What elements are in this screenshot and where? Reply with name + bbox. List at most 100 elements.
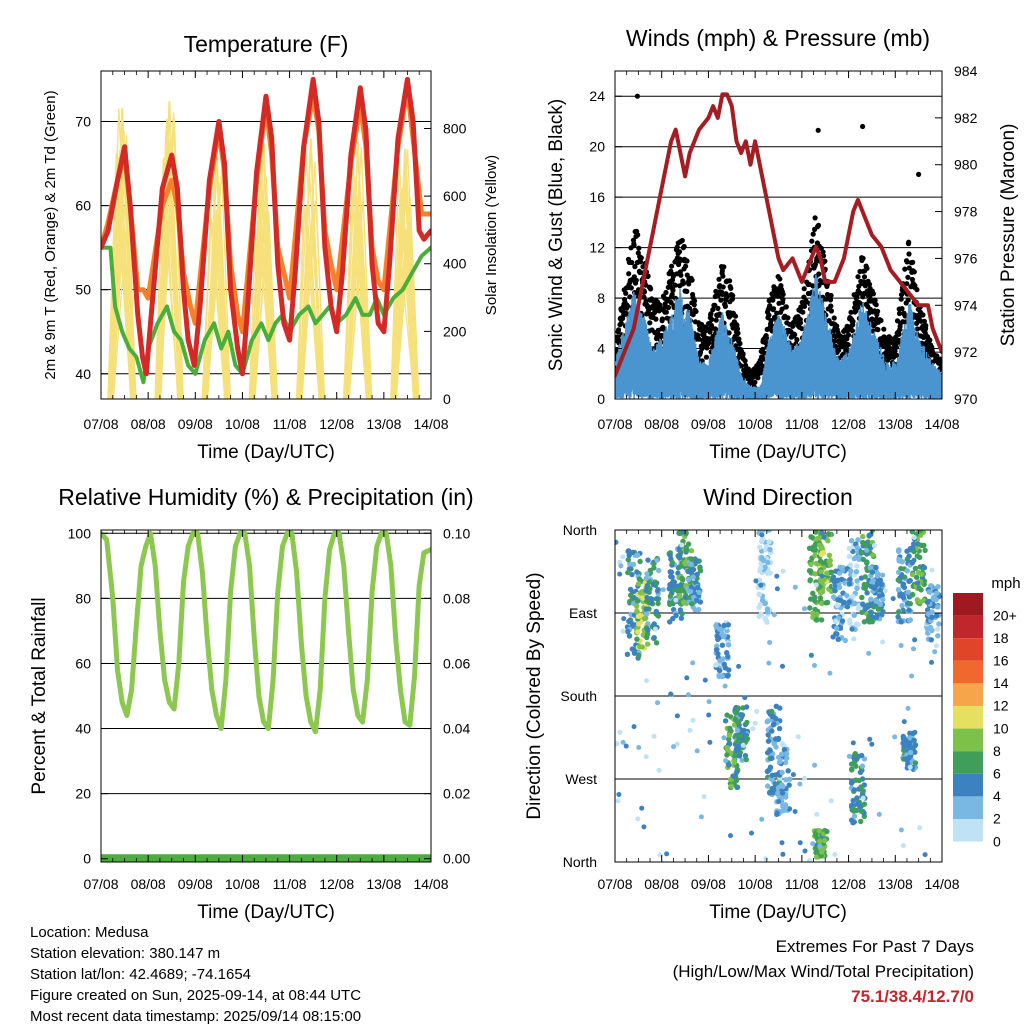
direction-point	[771, 741, 777, 747]
gust-point	[797, 320, 804, 326]
direction-point	[726, 762, 732, 768]
direction-point	[617, 571, 623, 577]
y-tick-label-left: North	[563, 854, 597, 870]
gust-point	[855, 274, 861, 280]
direction-point	[834, 631, 840, 637]
gust-point	[780, 291, 786, 297]
gust-point	[730, 293, 736, 299]
humidity-xlabel: Time (Day/UTC)	[197, 902, 335, 923]
gust-point	[643, 298, 649, 304]
y-tick-label-left: 70	[75, 113, 91, 129]
station-latlon: Station lat/lon: 42.4689; -74.1654	[30, 966, 252, 983]
direction-point	[830, 574, 837, 580]
direction-point	[917, 599, 923, 605]
direction-point	[813, 617, 820, 623]
direction-point	[683, 547, 689, 553]
direction-point	[880, 639, 886, 645]
direction-point	[807, 858, 812, 862]
direction-point	[817, 558, 824, 564]
winds-panel: Winds (mph) & Pressure (mb) 07/08 08/08 09…	[546, 25, 1019, 463]
direction-point	[782, 759, 789, 766]
gust-point	[893, 344, 900, 350]
direction-point	[813, 854, 820, 860]
direction-point	[853, 569, 860, 575]
direction-point	[818, 545, 825, 551]
direction-point	[653, 640, 660, 646]
direction-point	[644, 571, 650, 577]
direction-point	[835, 597, 841, 603]
direction-point	[719, 630, 725, 636]
gust-point	[659, 316, 666, 322]
direction-point	[763, 856, 769, 862]
direction-point	[769, 772, 775, 778]
direction-point	[813, 849, 819, 856]
direction-point	[677, 552, 683, 559]
direction-point	[769, 708, 775, 715]
direction-point	[837, 625, 844, 631]
direction-point	[721, 735, 727, 741]
direction-point	[730, 773, 737, 779]
direction-point	[868, 596, 874, 602]
direction-point	[767, 640, 773, 645]
direction-point	[933, 613, 940, 619]
gust-point	[906, 239, 912, 245]
direction-point	[722, 683, 728, 689]
direction-point	[802, 848, 808, 854]
direction-point	[767, 546, 773, 553]
winds-xlabel: Time (Day/UTC)	[709, 442, 847, 463]
direction-point	[757, 544, 763, 550]
x-tick-label: 14/08	[413, 876, 448, 892]
direction-point	[819, 588, 826, 595]
direction-point	[918, 542, 924, 548]
direction-point	[694, 748, 700, 754]
direction-point	[639, 805, 645, 811]
direction-point	[844, 604, 851, 610]
direction-point	[655, 600, 661, 607]
direction-point	[898, 643, 904, 648]
direction-point	[817, 535, 823, 541]
direction-point	[858, 808, 865, 814]
direction-point	[651, 733, 657, 739]
direction-point	[898, 827, 904, 833]
direction-point	[629, 571, 635, 578]
direction-point	[854, 545, 861, 551]
direction-point	[615, 741, 620, 747]
gust-point	[647, 320, 653, 326]
direction-point	[849, 766, 855, 772]
temperature-ylabel-left: 2m & 9m T (Red, Orange) & 2m Td (Green)	[42, 90, 59, 379]
legend-label: 12	[993, 698, 1009, 714]
direction-point	[856, 777, 862, 784]
direction-point	[810, 547, 816, 553]
direction-point	[862, 574, 868, 580]
gust-point	[698, 327, 704, 333]
gust-point	[899, 306, 905, 312]
pressure-series	[615, 92, 942, 378]
direction-point	[817, 595, 824, 601]
direction-point	[813, 582, 819, 588]
direction-point	[901, 719, 907, 725]
direction-point	[912, 565, 919, 572]
y-tick-label-left: 12	[589, 240, 605, 256]
x-tick-label: 11/08	[273, 876, 307, 892]
direction-point	[769, 728, 775, 734]
direction-point	[615, 539, 619, 545]
recent-timestamp: Most recent data timestamp: 2025/09/14 0…	[30, 1008, 362, 1025]
gust-point	[625, 303, 631, 309]
wind-trace	[615, 274, 942, 399]
direction-point	[637, 558, 643, 565]
legend-swatch	[953, 615, 983, 639]
gust-point	[866, 281, 873, 287]
direction-point	[641, 824, 647, 830]
direction-point	[767, 747, 773, 754]
x-tick-label: 07/08	[597, 876, 632, 892]
direction-point	[812, 552, 818, 558]
direction-point	[701, 794, 707, 800]
direction-point	[834, 602, 841, 609]
direction-point	[783, 751, 790, 757]
y-tick-label-right: 0	[443, 391, 451, 407]
y-tick-label-right: 0.08	[443, 590, 470, 606]
temperature-ylabel-right: Solar Insolation (Yellow)	[483, 155, 500, 315]
pressure-line	[615, 92, 942, 378]
direction-point	[680, 599, 687, 606]
